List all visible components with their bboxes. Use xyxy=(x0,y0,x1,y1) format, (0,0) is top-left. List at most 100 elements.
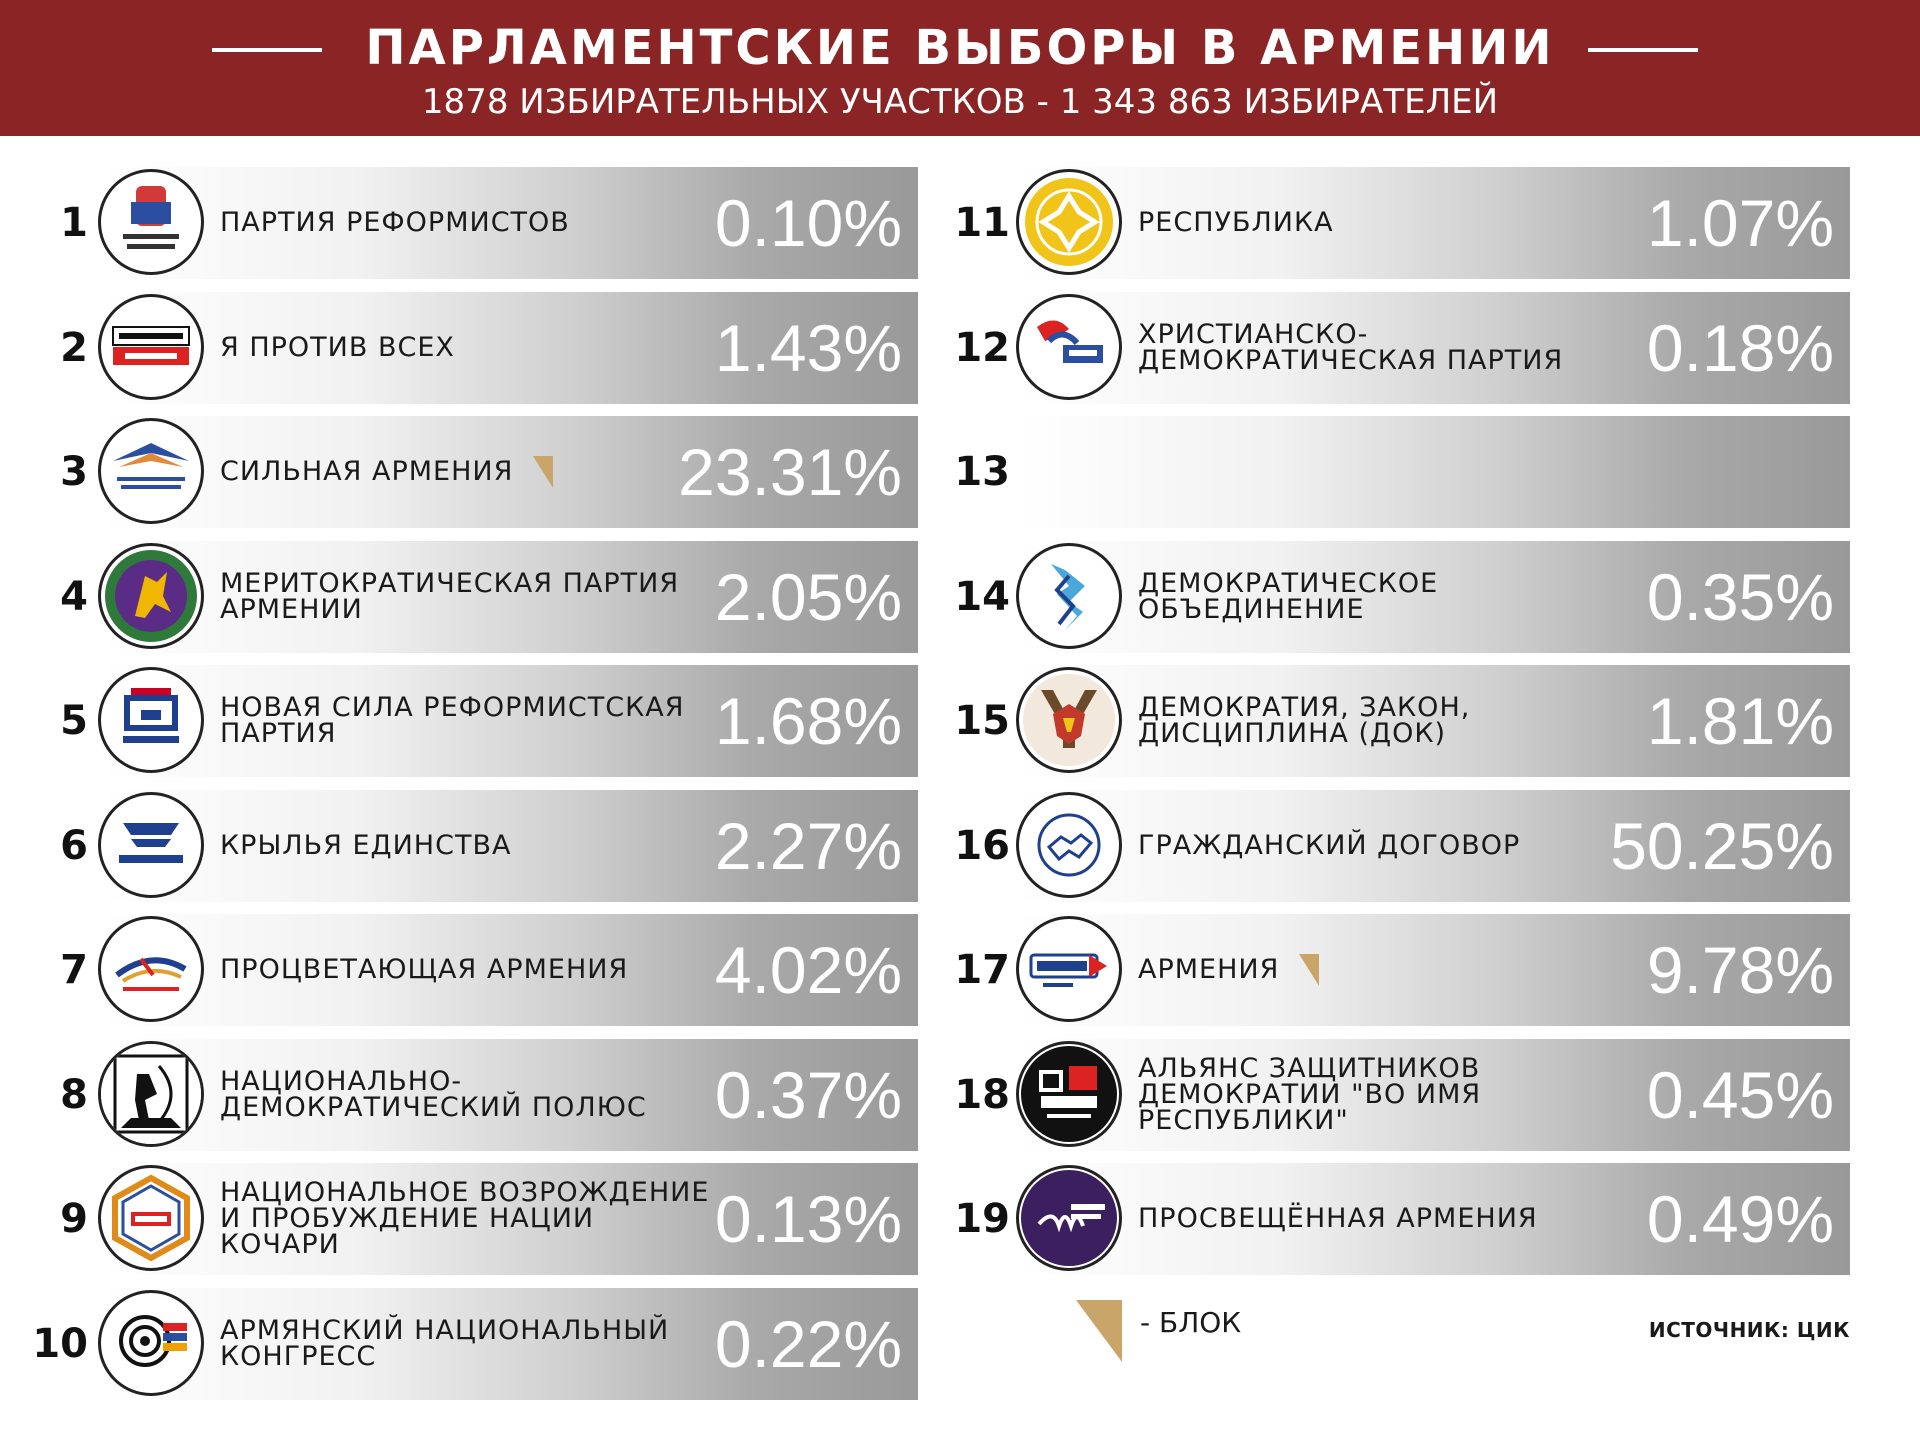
party-name-text: ДЕМОКРАТИЯ, ЗАКОН, ДИСЦИПЛИНА (ДОК) xyxy=(1138,692,1471,749)
reformists-logo xyxy=(98,169,204,275)
vote-percent: 0.18% xyxy=(1646,311,1834,385)
party-row: 3 СИЛЬНАЯ АРМЕНИЯ 23.31% xyxy=(0,416,1920,528)
party-name: АРМЯНСКИЙ НАЦИОНАЛЬНЫЙ КОНГРЕСС xyxy=(220,1288,720,1400)
vote-percent: 0.37% xyxy=(714,1058,902,1132)
vote-percent: 1.43% xyxy=(714,311,902,385)
party-row: 11 РЕСПУБЛИКА 1.07% xyxy=(0,167,1920,279)
row-bar xyxy=(100,1288,918,1400)
party-row: 8 НАЦИОНАЛЬНО-ДЕМОКРАТИЧЕСКИЙ ПОЛЮС 0.37% xyxy=(0,1039,1920,1151)
header-banner: ПАРЛАМЕНТСКИЕ ВЫБОРЫ В АРМЕНИИ 1878 ИЗБИ… xyxy=(0,0,1920,136)
vote-percent: 23.31% xyxy=(678,435,902,509)
legend-bloc-label: - БЛОК xyxy=(1140,1306,1242,1339)
vote-percent: 9.78% xyxy=(1646,933,1834,1007)
party-name: РЕСПУБЛИКА xyxy=(1138,167,1648,279)
vote-percent xyxy=(1550,416,1834,528)
party-row: 13 xyxy=(0,416,1920,528)
legend: - БЛОК xyxy=(1072,1296,1532,1366)
source-note: ИСТОЧНИК: ЦИК xyxy=(1648,1318,1850,1342)
row-number: 2 xyxy=(60,325,88,371)
party-name-text: НАЦИОНАЛЬНОЕ ВОЗРОЖДЕНИЕ И ПРОБУЖДЕНИЕ Н… xyxy=(220,1177,710,1260)
party-name: ПРОЦВЕТАЮЩАЯ АРМЕНИЯ xyxy=(220,914,720,1026)
vote-percent: 50.25% xyxy=(1610,809,1834,883)
row-number: 19 xyxy=(954,1196,1010,1242)
vote-percent: 1.07% xyxy=(1646,186,1834,260)
civil-contract-logo xyxy=(1016,792,1122,898)
party-name: НОВАЯ СИЛА РЕФОРМИСТСКАЯ ПАРТИЯ xyxy=(220,665,720,777)
row-number: 10 xyxy=(32,1321,88,1367)
row-number: 13 xyxy=(954,449,1010,495)
row-bar xyxy=(1017,292,1850,404)
row-bar xyxy=(100,914,918,1026)
row-bar xyxy=(1017,1039,1850,1151)
strong-armenia-logo xyxy=(98,418,204,524)
row-number: 15 xyxy=(954,698,1010,744)
vote-percent: 0.49% xyxy=(1646,1182,1834,1256)
party-name: ПАРТИЯ РЕФОРМИСТОВ xyxy=(220,167,720,279)
against-all-logo xyxy=(98,294,204,400)
republic-logo xyxy=(1016,169,1122,275)
party-row: 18 АЛЬЯНС ЗАЩИТНИКОВ ДЕМОКРАТИИ "ВО ИМЯ Р… xyxy=(0,1039,1920,1151)
party-row: 2 Я ПРОТИВ ВСЕХ 1.43% xyxy=(0,292,1920,404)
row-number: 12 xyxy=(954,325,1010,371)
party-row: 16 ГРАЖДАНСКИЙ ДОГОВОР 50.25% xyxy=(0,790,1920,902)
party-name: НАЦИОНАЛЬНО-ДЕМОКРАТИЧЕСКИЙ ПОЛЮС xyxy=(220,1039,720,1151)
row-bar xyxy=(1017,541,1850,653)
party-name: ДЕМОКРАТИЯ, ЗАКОН, ДИСЦИПЛИНА (ДОК) xyxy=(1138,665,1648,777)
party-name: ГРАЖДАНСКИЙ ДОГОВОР xyxy=(1138,790,1648,902)
vote-percent: 2.27% xyxy=(714,809,902,883)
bloc-marker-icon xyxy=(1299,954,1320,986)
party-name-text: ХРИСТИАНСКО-ДЕМОКРАТИЧЕСКАЯ ПАРТИЯ xyxy=(1138,319,1564,376)
party-name: ХРИСТИАНСКО-ДЕМОКРАТИЧЕСКАЯ ПАРТИЯ xyxy=(1138,292,1648,404)
row-bar xyxy=(1017,1163,1850,1275)
row-bar xyxy=(100,1163,918,1275)
vote-percent: 0.22% xyxy=(714,1307,902,1381)
party-name-text: ПРОСВЕЩЁННАЯ АРМЕНИЯ xyxy=(1138,1203,1538,1234)
row-bar xyxy=(1017,167,1850,279)
row-number: 3 xyxy=(60,449,88,495)
vote-percent: 0.13% xyxy=(714,1182,902,1256)
row-bar xyxy=(100,416,918,528)
party-row: 1 ПАРТИЯ РЕФОРМИСТОВ 0.10% xyxy=(0,167,1920,279)
party-name: ДЕМОКРАТИЧЕСКОЕ ОБЪЕДИНЕНИЕ xyxy=(1138,541,1648,653)
row-bar xyxy=(100,665,918,777)
party-name-text: АРМЯНСКИЙ НАЦИОНАЛЬНЫЙ КОНГРЕСС xyxy=(220,1315,670,1372)
party-name: ПРОСВЕЩЁННАЯ АРМЕНИЯ xyxy=(1138,1163,1648,1275)
row-bar xyxy=(100,790,918,902)
row-number: 5 xyxy=(60,698,88,744)
party-name: АЛЬЯНС ЗАЩИТНИКОВ ДЕМОКРАТИИ "ВО ИМЯ РЕС… xyxy=(1138,1039,1648,1151)
party-row: 19 ПРОСВЕЩЁННАЯ АРМЕНИЯ 0.49% xyxy=(0,1163,1920,1275)
row-number: 7 xyxy=(60,947,88,993)
party-row: 9 НАЦИОНАЛЬНОЕ ВОЗРОЖДЕНИЕ И ПРОБУЖДЕНИЕ … xyxy=(0,1163,1920,1275)
row-number: 14 xyxy=(954,574,1010,620)
party-name-text: НАЦИОНАЛЬНО-ДЕМОКРАТИЧЕСКИЙ ПОЛЮС xyxy=(220,1066,647,1123)
row-number: 17 xyxy=(954,947,1010,993)
vote-percent: 2.05% xyxy=(714,560,902,634)
row-bar xyxy=(100,167,918,279)
row-number: 18 xyxy=(954,1072,1010,1118)
vote-percent: 0.35% xyxy=(1646,560,1834,634)
party-name: СИЛЬНАЯ АРМЕНИЯ xyxy=(220,416,720,528)
party-name-text: АЛЬЯНС ЗАЩИТНИКОВ ДЕМОКРАТИИ "ВО ИМЯ РЕС… xyxy=(1138,1053,1482,1136)
row-number: 6 xyxy=(60,823,88,869)
row-number: 8 xyxy=(60,1072,88,1118)
party-name-text: РЕСПУБЛИКА xyxy=(1138,207,1334,238)
row-bar xyxy=(1017,914,1850,1026)
row-bar xyxy=(100,541,918,653)
party-name: АРМЕНИЯ xyxy=(1138,914,1648,1026)
vote-percent: 1.68% xyxy=(714,684,902,758)
party-name: Я ПРОТИВ ВСЕХ xyxy=(220,292,720,404)
christian-democratic-logo xyxy=(1016,294,1122,400)
party-row: 15 ДЕМОКРАТИЯ, ЗАКОН, ДИСЦИПЛИНА (ДОК) 1.8… xyxy=(0,665,1920,777)
row-number: 1 xyxy=(60,200,88,246)
vote-percent: 0.45% xyxy=(1646,1058,1834,1132)
row-number: 9 xyxy=(60,1196,88,1242)
page-title: ПАРЛАМЕНТСКИЕ ВЫБОРЫ В АРМЕНИИ xyxy=(365,20,1555,76)
party-row: 5 НОВАЯ СИЛА РЕФОРМИСТСКАЯ ПАРТИЯ 1.68% xyxy=(0,665,1920,777)
new-power-logo xyxy=(98,667,204,773)
bloc-marker-icon xyxy=(1076,1300,1122,1362)
party-name-text: Я ПРОТИВ ВСЕХ xyxy=(220,332,455,363)
party-name-text: ПАРТИЯ РЕФОРМИСТОВ xyxy=(220,207,570,238)
header-right-rule xyxy=(1588,48,1698,52)
party-row: 12 ХРИСТИАНСКО-ДЕМОКРАТИЧЕСКАЯ ПАРТИЯ 0.18… xyxy=(0,292,1920,404)
header-left-rule xyxy=(212,48,322,52)
